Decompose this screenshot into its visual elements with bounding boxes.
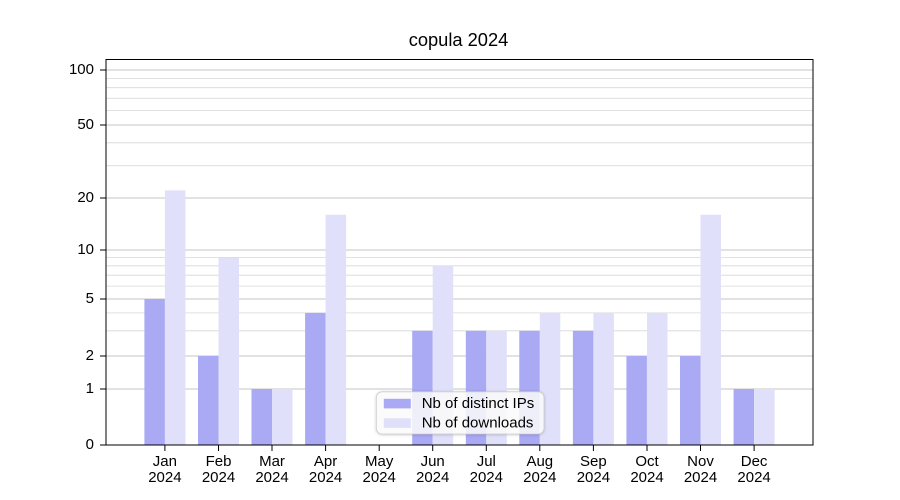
svg-text:Sep: Sep bbox=[580, 453, 607, 470]
svg-text:5: 5 bbox=[86, 290, 94, 307]
svg-text:1: 1 bbox=[86, 380, 94, 397]
svg-text:10: 10 bbox=[77, 241, 94, 258]
svg-text:20: 20 bbox=[77, 189, 94, 206]
svg-text:0: 0 bbox=[86, 436, 94, 453]
svg-text:Jul: Jul bbox=[477, 453, 496, 470]
svg-text:Jun: Jun bbox=[421, 453, 445, 470]
svg-text:2024: 2024 bbox=[577, 469, 610, 486]
svg-text:Nov: Nov bbox=[687, 453, 714, 470]
svg-text:2024: 2024 bbox=[309, 469, 342, 486]
svg-text:2024: 2024 bbox=[737, 469, 770, 486]
svg-text:Dec: Dec bbox=[741, 453, 768, 470]
svg-text:50: 50 bbox=[77, 116, 94, 133]
svg-text:Aug: Aug bbox=[526, 453, 553, 470]
svg-text:2024: 2024 bbox=[255, 469, 288, 486]
svg-text:Nb of downloads: Nb of downloads bbox=[422, 414, 534, 431]
svg-text:copula 2024: copula 2024 bbox=[409, 29, 509, 50]
svg-text:2024: 2024 bbox=[416, 469, 449, 486]
svg-text:Nb of distinct IPs: Nb of distinct IPs bbox=[422, 395, 535, 412]
svg-text:Mar: Mar bbox=[259, 453, 285, 470]
svg-text:2: 2 bbox=[86, 347, 94, 364]
svg-text:May: May bbox=[365, 453, 394, 470]
svg-text:Feb: Feb bbox=[206, 453, 232, 470]
svg-text:2024: 2024 bbox=[363, 469, 396, 486]
svg-text:Apr: Apr bbox=[314, 453, 337, 470]
svg-text:Oct: Oct bbox=[635, 453, 659, 470]
svg-text:2024: 2024 bbox=[630, 469, 663, 486]
svg-text:100: 100 bbox=[69, 61, 94, 78]
svg-text:2024: 2024 bbox=[523, 469, 556, 486]
svg-text:2024: 2024 bbox=[148, 469, 181, 486]
svg-text:Jan: Jan bbox=[153, 453, 177, 470]
svg-text:2024: 2024 bbox=[202, 469, 235, 486]
svg-text:2024: 2024 bbox=[684, 469, 717, 486]
svg-text:2024: 2024 bbox=[470, 469, 503, 486]
